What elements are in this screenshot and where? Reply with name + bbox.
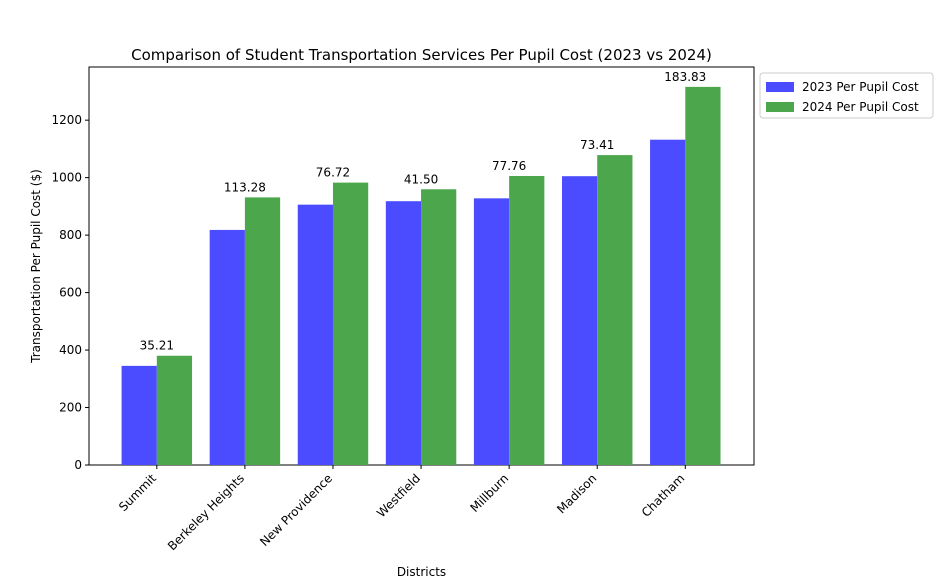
chart-title: Comparison of Student Transportation Ser…: [131, 46, 712, 64]
data-label-group: 35.21 113.28 76.72 41.50 77.76 73.41 183.83: [140, 70, 707, 353]
data-label: 73.41: [580, 138, 614, 152]
y-tick-label: 1000: [51, 171, 82, 185]
legend-box: [759, 72, 934, 119]
x-tick-label: Berkeley Heights: [165, 471, 247, 553]
x-tick-label: Madison: [554, 471, 599, 516]
x-axis: Summit Berkeley Heights New Providence West…: [116, 465, 687, 553]
y-tick-label: 1200: [51, 113, 82, 127]
y-tick-label: 600: [59, 286, 82, 300]
x-axis-title: Districts: [397, 565, 446, 579]
y-axis: 0 200 400 600 800 1000 1200: [51, 113, 89, 472]
bar-2023: [650, 139, 686, 465]
x-tick-label: Westfield: [374, 471, 423, 520]
bar-2024: [332, 182, 369, 465]
bar-2023: [297, 204, 333, 466]
data-label: 35.21: [140, 339, 174, 353]
bar-2023: [561, 176, 598, 466]
legend: 2023 Per Pupil Cost 2024 Per Pupil Cost: [759, 72, 934, 119]
bar-2024: [597, 155, 633, 465]
data-label: 41.50: [404, 172, 438, 186]
legend-swatch: [766, 102, 794, 112]
bar-2024: [421, 189, 457, 465]
bar-2024: [509, 175, 545, 465]
y-axis-title: Transportation Per Pupil Cost ($): [29, 169, 43, 364]
x-tick-label: Summit: [116, 471, 159, 514]
bar-2023: [121, 365, 157, 465]
legend-label: 2023 Per Pupil Cost: [802, 80, 919, 94]
bar-2023: [209, 229, 245, 465]
y-tick-label: 0: [74, 458, 82, 472]
legend-swatch: [766, 82, 794, 92]
data-label: 113.28: [224, 180, 266, 194]
x-tick-label: New Providence: [257, 471, 335, 549]
bar-2023: [473, 198, 510, 466]
bar-2023: [385, 201, 422, 465]
data-label: 77.76: [492, 159, 526, 173]
x-tick-label: Millburn: [467, 471, 511, 515]
bar-2024: [156, 355, 193, 465]
bar-2024: [244, 197, 281, 466]
bar-2024: [685, 86, 721, 465]
legend-label: 2024 Per Pupil Cost: [802, 100, 919, 114]
data-label: 183.83: [664, 70, 706, 84]
data-label: 76.72: [316, 166, 350, 180]
y-tick-label: 800: [59, 228, 82, 242]
y-tick-label: 200: [59, 401, 82, 415]
bar-group: [121, 86, 721, 466]
x-tick-label: Chatham: [639, 471, 688, 520]
y-tick-label: 400: [59, 343, 82, 357]
